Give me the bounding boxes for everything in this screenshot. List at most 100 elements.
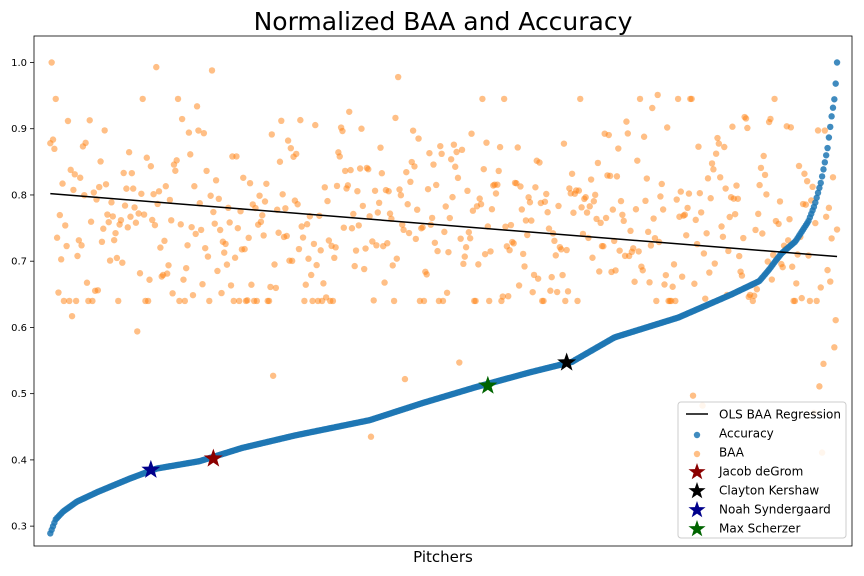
- x-axis-label: Pitchers: [413, 548, 473, 566]
- y-tick-label: 0.8: [11, 190, 27, 201]
- baa-point: [683, 232, 690, 239]
- baa-point: [669, 283, 676, 290]
- baa-point: [757, 164, 765, 172]
- baa-point: [620, 217, 627, 225]
- y-tick-label: 1.0: [11, 58, 27, 69]
- baa-point: [820, 360, 827, 368]
- y-tick-label: 0.5: [11, 389, 27, 400]
- baa-point: [635, 248, 642, 255]
- baa-point: [144, 297, 152, 305]
- ols-regression-line: [50, 192, 838, 258]
- baa-point: [585, 234, 592, 242]
- baa-point: [715, 140, 723, 147]
- baa-point: [48, 59, 55, 66]
- jacob-degrom-marker: [203, 448, 223, 467]
- accuracy-point: [816, 184, 823, 192]
- baa-point: [320, 280, 327, 287]
- legend-swatch: [693, 450, 701, 458]
- baa-point: [560, 140, 568, 147]
- baa-point: [559, 271, 566, 279]
- baa-point: [136, 270, 144, 277]
- baa-point: [356, 165, 364, 172]
- baa-point: [370, 297, 377, 304]
- baa-point: [98, 238, 106, 246]
- baa-point: [464, 187, 471, 195]
- baa-point: [377, 144, 384, 151]
- baa-point: [51, 145, 58, 153]
- baa-point: [362, 245, 369, 252]
- baa-point: [548, 273, 555, 281]
- baa-point: [602, 214, 610, 222]
- baa-point: [355, 222, 362, 229]
- baa-point: [120, 169, 127, 177]
- baa-point: [789, 263, 796, 270]
- baa-point: [256, 192, 263, 199]
- baa-point: [472, 297, 479, 305]
- baa-point: [506, 246, 513, 254]
- baa-point: [71, 171, 78, 178]
- baa-point: [586, 203, 593, 210]
- baa-point: [793, 280, 800, 287]
- baa-point: [72, 297, 80, 305]
- baa-point: [488, 206, 496, 213]
- baa-point: [480, 165, 487, 173]
- legend-noah-syndergaard: Noah Syndergaard: [688, 501, 831, 518]
- baa-point: [677, 188, 684, 195]
- baa-point: [244, 297, 251, 304]
- baa-point: [74, 252, 81, 260]
- baa-point: [479, 95, 486, 103]
- baa-point: [231, 254, 239, 261]
- legend-swatch: [688, 520, 706, 537]
- baa-point: [371, 187, 379, 194]
- baa-point: [692, 216, 699, 224]
- baa-point: [193, 103, 201, 110]
- baa-point: [97, 158, 104, 165]
- baa-point: [131, 204, 138, 211]
- baa-point: [424, 185, 432, 193]
- baa-point: [428, 214, 436, 222]
- baa-point: [450, 141, 458, 148]
- legend-label: BAA: [719, 446, 745, 460]
- baa-point: [827, 278, 834, 285]
- baa-point: [475, 261, 482, 268]
- baa-point: [760, 152, 767, 160]
- baa-point: [208, 67, 216, 74]
- baa-point: [240, 174, 247, 181]
- baa-point: [75, 237, 83, 244]
- baa-point: [659, 206, 667, 213]
- baa-point: [404, 201, 411, 208]
- accuracy-point: [832, 80, 839, 87]
- baa-point: [350, 210, 357, 218]
- baa-point: [392, 114, 399, 122]
- baa-point: [147, 163, 155, 170]
- baa-point: [100, 225, 107, 232]
- baa-point: [82, 139, 89, 147]
- baa-point: [397, 191, 405, 199]
- baa-point: [642, 197, 649, 205]
- baa-point: [113, 254, 121, 262]
- baa-point: [767, 115, 774, 123]
- baa-point: [534, 275, 542, 282]
- legend-ols: OLS BAA Regression: [686, 408, 841, 422]
- baa-point: [583, 209, 591, 216]
- baa-point: [192, 230, 199, 238]
- baa-point: [540, 297, 547, 305]
- baa-point: [276, 158, 284, 165]
- baa-point: [795, 162, 803, 170]
- baa-point: [543, 190, 550, 198]
- baa-point: [324, 197, 331, 205]
- baa-point: [312, 121, 319, 129]
- baa-point: [234, 224, 242, 232]
- baa-point: [636, 95, 644, 103]
- baa-point: [670, 261, 678, 268]
- baa-point: [691, 280, 698, 287]
- baa-point: [465, 229, 473, 236]
- baa-point: [536, 159, 543, 166]
- baa-point: [269, 372, 277, 379]
- accuracy-point: [817, 179, 824, 187]
- baa-point: [287, 144, 295, 152]
- baa-point: [138, 190, 145, 197]
- baa-point: [336, 153, 343, 160]
- baa-point: [393, 255, 400, 262]
- baa-point: [514, 144, 521, 151]
